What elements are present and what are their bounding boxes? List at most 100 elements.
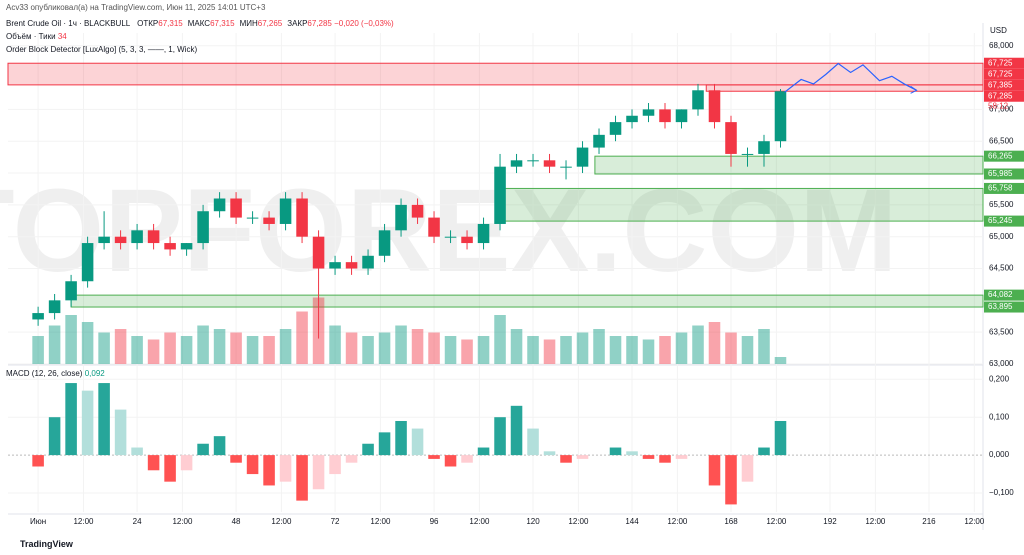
volume-bar: [180, 336, 193, 364]
volume-bar: [65, 315, 77, 364]
volume-bar: [510, 329, 523, 364]
x-tick-label: 12:00: [667, 517, 688, 526]
macd-bar: [725, 455, 737, 505]
macd-bar: [576, 455, 589, 459]
countdown: 58:12: [988, 101, 1009, 110]
volume-bar: [48, 325, 61, 364]
volume-bar: [477, 336, 490, 364]
volume-bar: [147, 339, 160, 364]
price-label-bg: [984, 90, 1024, 102]
volume-bar: [395, 325, 407, 364]
macd-bar: [659, 455, 671, 463]
volume-bar: [131, 336, 143, 364]
macd-bar: [147, 455, 160, 471]
x-tick-label: 12:00: [766, 517, 787, 526]
volume-bar: [114, 329, 127, 364]
ohlc-value: 67,285: [307, 19, 332, 28]
symbol-line: Brent Crude Oil · 1ч · BLACKBULL ОТКР67,…: [6, 19, 394, 28]
volume-bar: [675, 332, 688, 364]
price-label: 64,082: [988, 290, 1013, 299]
price-label: 65,758: [988, 184, 1013, 193]
macd-bar: [626, 451, 638, 456]
candle-body: [213, 198, 226, 212]
volume-bar: [461, 339, 473, 364]
candle-body: [543, 160, 556, 167]
x-tick-label: 216: [922, 517, 936, 526]
y-tick-label: 64,500: [989, 264, 1014, 273]
x-tick-label: 12:00: [469, 517, 490, 526]
macd-bar: [32, 455, 44, 467]
candle-body: [230, 198, 242, 218]
forecast-line: [784, 62, 917, 93]
price-label: 67,725: [988, 69, 1013, 78]
candle-body: [428, 217, 440, 237]
x-tick-label: 12:00: [865, 517, 886, 526]
y-tick-label: 0,100: [989, 412, 1010, 421]
y-tick-label: 63,000: [989, 359, 1014, 368]
volume-value: 34: [57, 32, 67, 41]
macd-bar: [444, 455, 457, 467]
candle-body: [642, 109, 655, 116]
candle-body: [774, 91, 787, 142]
macd-bar: [527, 428, 539, 456]
ohlc-value: 67,315: [210, 19, 235, 28]
price-label-bg: [984, 150, 1024, 162]
volume-bar: [741, 336, 754, 364]
volume-bar: [642, 339, 655, 364]
price-label-bg: [984, 168, 1024, 180]
ohlc-item: ЗАКР67,285: [287, 19, 332, 28]
macd-bar: [411, 428, 424, 456]
candle-body: [692, 90, 704, 110]
macd-bar: [296, 455, 308, 501]
macd-bar: [560, 455, 572, 463]
volume-bar: [81, 322, 94, 364]
ohlc-label: МИН: [239, 19, 258, 28]
x-tick-label: Июн: [30, 517, 46, 526]
candle-body: [296, 198, 308, 237]
price-label: 65,245: [988, 216, 1013, 225]
x-tick-label: 72: [331, 517, 340, 526]
macd-legend: MACD (12, 26, close) 0,092: [6, 369, 105, 378]
candle-body: [131, 230, 143, 244]
indicator: Order Block Detector [LuxAlgo] (5, 3, 3,…: [6, 45, 198, 54]
macd-bar: [65, 383, 77, 456]
macd-bar: [477, 447, 490, 456]
price-label-bg: [984, 301, 1024, 313]
x-tick-label: 12:00: [964, 517, 985, 526]
order-block: [705, 84, 984, 92]
price-label-bg: [984, 57, 1024, 69]
macd-bar: [758, 447, 770, 456]
volume-bar: [213, 329, 226, 364]
price-label: 67,725: [988, 58, 1013, 67]
volume-bar: [593, 329, 605, 364]
volume-bar: [758, 329, 770, 364]
macd-bar: [312, 455, 325, 490]
forecast-arrow: [910, 85, 918, 94]
volume-bar: [246, 336, 259, 364]
price-label: 66,265: [988, 151, 1013, 160]
candle-body: [378, 230, 391, 256]
macd-bar: [114, 409, 127, 456]
y-tick-label: 63,500: [989, 327, 1014, 336]
price-label-bg: [984, 215, 1024, 227]
macd-bar: [741, 455, 754, 482]
candle-body: [444, 236, 457, 238]
ohlc-label: МАКС: [187, 19, 211, 28]
volume-bar: [774, 357, 787, 364]
candle-body: [48, 300, 61, 314]
volume-bar: [543, 339, 556, 364]
volume-bar: [692, 325, 704, 364]
macd-bar: [362, 443, 374, 456]
x-tick-label: 12:00: [271, 517, 292, 526]
order-block: [70, 294, 984, 308]
macd-bar: [230, 455, 242, 463]
ohlc: ОТКР67,315 МАКС67,315 МИН67,265 ЗАКР67,285: [132, 19, 332, 28]
volume-bar: [378, 332, 391, 364]
change: −0,020 (−0,03%): [334, 19, 394, 28]
macd-label: MACD (12, 26, close): [6, 369, 83, 378]
volume-bar: [411, 329, 424, 364]
candle-body: [510, 160, 523, 167]
volume-bar: [659, 336, 671, 364]
candle-body: [147, 230, 160, 244]
macd-bar: [609, 447, 622, 456]
